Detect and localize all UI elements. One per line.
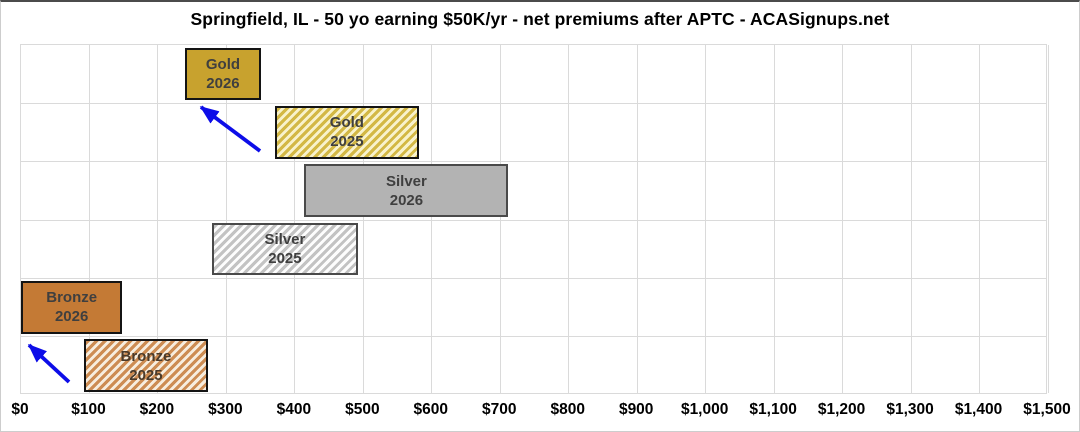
horizontal-gridline <box>21 336 1046 338</box>
x-tick-label: $1,200 <box>817 401 866 418</box>
plot-area: Gold 2026 Gold 2025 Silver 2026 Silver 2025 Bron… <box>20 44 1049 394</box>
x-tick-label: $900 <box>618 401 654 418</box>
x-tick-label: $100 <box>71 401 106 418</box>
vertical-gridline <box>842 45 844 393</box>
bar-label-year: 2026 <box>389 191 424 209</box>
vertical-gridline <box>568 45 570 393</box>
bar-label-metal: Silver <box>386 172 427 190</box>
vertical-gridline <box>499 45 501 393</box>
vertical-gridline <box>979 45 981 393</box>
bar-bronze-2025: Bronze 2025 <box>83 339 208 392</box>
vertical-gridline <box>636 45 638 393</box>
horizontal-gridline <box>21 161 1046 163</box>
horizontal-gridline <box>21 102 1046 104</box>
bar-label-metal: Bronze <box>120 347 172 365</box>
x-tick-label: $500 <box>345 401 380 418</box>
vertical-gridline <box>225 45 227 393</box>
horizontal-gridline <box>21 277 1046 279</box>
bar-label-year: 2026 <box>206 74 240 92</box>
x-tick-label: $400 <box>276 401 312 418</box>
bar-label-metal: Bronze <box>46 289 98 307</box>
bar-label-metal: Gold <box>205 55 241 73</box>
x-tick-label: $200 <box>139 401 175 418</box>
x-tick-label: $600 <box>413 401 449 418</box>
bar-label-metal: Silver <box>264 230 306 248</box>
vertical-gridline <box>1047 45 1049 393</box>
bar-bronze-2026: Bronze 2026 <box>21 280 123 334</box>
x-axis: $0 $100 $200 $300 $400 $500 $600 $700 $800 $900 $1… <box>11 399 1070 423</box>
vertical-gridline <box>362 45 364 393</box>
x-tick-label: $1,300 <box>886 401 934 418</box>
bar-label-year: 2025 <box>129 366 163 384</box>
vertical-gridline <box>88 45 90 393</box>
bar-gold-2026: Gold 2026 <box>185 47 261 101</box>
vertical-gridline <box>773 45 775 393</box>
bar-label-year: 2025 <box>268 249 302 267</box>
x-tick-label: $1,000 <box>680 401 729 418</box>
bar-label-year: 2026 <box>54 308 89 326</box>
vertical-gridline <box>431 45 433 393</box>
x-tick-label: $1,400 <box>954 401 1003 418</box>
x-tick-label: $1,100 <box>749 401 797 418</box>
bar-label-year: 2025 <box>330 133 364 151</box>
vertical-gridline <box>294 45 296 393</box>
bar-silver-2025: Silver 2025 <box>212 222 358 276</box>
bar-label-metal: Gold <box>329 114 364 132</box>
bar-gold-2025: Gold 2025 <box>275 105 419 159</box>
x-tick-label: $700 <box>482 401 517 418</box>
x-tick-label: $0 <box>11 401 29 418</box>
vertical-gridline <box>910 45 912 393</box>
vertical-gridline <box>705 45 707 393</box>
chart-title: Springfield, IL - 50 yo earning $50K/yr … <box>190 9 890 29</box>
vertical-gridline <box>157 45 159 393</box>
x-tick-label: $800 <box>550 401 585 418</box>
x-tick-label: $300 <box>208 401 243 418</box>
bar-silver-2026: Silver 2026 <box>304 164 509 217</box>
horizontal-gridline <box>21 219 1046 221</box>
x-tick-label: $1,500 <box>1023 401 1071 418</box>
